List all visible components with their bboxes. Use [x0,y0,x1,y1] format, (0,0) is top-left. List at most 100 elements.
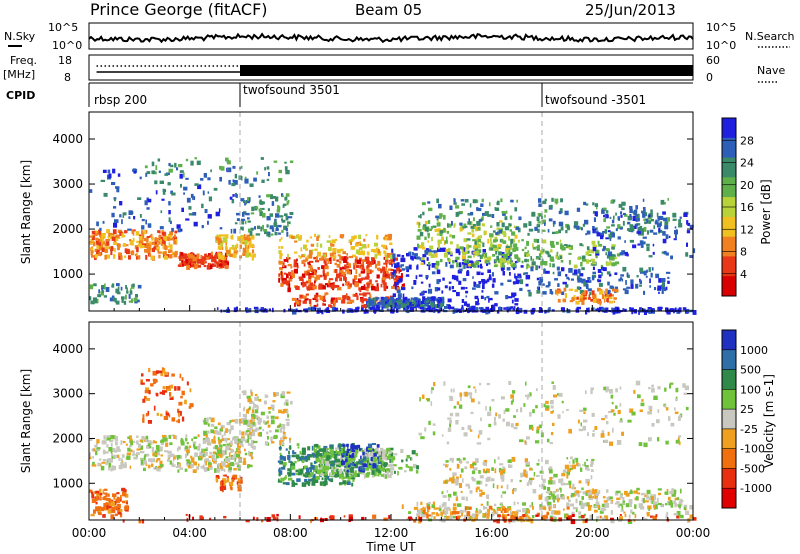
velocity-cell-141 [233,453,237,458]
power-cell-451 [251,243,254,248]
power-cell-499 [183,186,188,191]
power-cell-2058 [531,261,536,266]
power-cell-2180 [555,201,558,205]
power-cell-1831 [513,225,516,229]
power-cell-227 [98,242,102,246]
velocity-cell-136 [234,457,236,462]
power-cell-2054 [532,258,535,262]
velocity-cell-91 [200,465,204,469]
power-cell-1093 [356,241,360,245]
power-cell-1644 [482,284,485,290]
power-cell-9 [158,235,161,240]
power-cell-654 [274,220,277,224]
power-cell-95 [136,252,138,257]
velocity-cell-1646 [548,467,552,470]
velocity-cell-768 [161,367,164,370]
velocity-cell-694 [215,475,219,479]
velocity-cell-804 [280,477,285,482]
velocity-cell-1207 [340,474,345,478]
power-cell-788 [345,282,349,286]
velocity-cell-148 [194,452,198,457]
power-cell-486 [127,228,132,231]
velocity-cell-1443 [455,412,460,417]
velocity-cell-383 [229,462,234,467]
velocity-cell-1565 [447,493,452,498]
velocity-cell-353 [217,422,221,426]
power-cell-1976 [474,240,477,245]
velocity-cell-394 [214,429,218,435]
power-cell-568 [168,217,171,223]
power-cell-553 [218,208,221,213]
velocity-cell-1530 [493,417,496,422]
power-cell-2514 [613,297,617,300]
power-cell-1932 [509,260,512,264]
power-cell-1507 [452,290,457,293]
power-cell-361 [214,254,218,258]
power-cell-2656 [114,298,117,303]
velocity-cell-1170 [377,474,380,477]
power-cell-836 [352,262,357,266]
velocity-cell-80 [165,442,169,447]
velocity-cell-1532 [594,426,598,430]
velocity-cell-1628 [541,483,545,487]
power-cell-243 [196,253,200,258]
power-cell-2886 [303,308,307,311]
power-cell-205 [141,244,145,249]
power-cell-1992 [526,265,528,270]
power-cell-190 [90,238,94,242]
velocity-cell-1644 [566,473,569,479]
power-cell-2282 [509,215,513,220]
power-cell-1078 [342,251,346,255]
velocity-cell-1569 [590,464,593,467]
power-cell-2115 [481,198,484,203]
power-cell-1138 [306,255,309,259]
velocity-cell-1216 [350,466,355,469]
power-cell-1737 [396,298,400,301]
power-cell-1119 [389,254,393,260]
power-cell-870 [337,286,342,291]
power-cell-2214 [537,228,540,233]
velocity-cell-1704 [558,478,563,484]
power-cell-2658 [111,284,114,288]
power-cell-1652 [474,284,480,288]
velocity-cell-395 [220,426,223,430]
y-label-1000: 1000 [52,267,83,281]
velocity-cell-1409 [487,411,492,417]
power-cell-907 [383,283,386,289]
power-cell-132 [145,237,149,243]
power-cell-883 [334,269,338,274]
power-cell-1605 [488,297,493,301]
velocity-cell-1848 [678,501,683,505]
velocity-cell-717 [171,417,176,422]
velocity-cell-698 [222,474,225,477]
power-cell-994 [356,259,362,264]
power-cell-1956 [499,239,502,243]
power-cell-920 [371,285,376,291]
power-cell-1249 [302,300,307,304]
power-cell-586 [178,164,183,168]
velocity-cell-311 [144,439,148,443]
velocity-cell-1528 [590,387,594,391]
power-cell-2396 [587,280,592,283]
velocity-cell-1517 [447,427,452,432]
velocity-cell-170 [185,434,188,437]
velocity-cell-228 [180,439,184,443]
velocity-cell-178 [209,451,213,455]
velocity-cell-1821 [679,500,684,503]
power-cell-2449 [661,289,664,294]
power-cell-1146 [305,248,308,251]
power-cell-2341 [581,278,586,284]
velocity-cell-550 [254,397,259,401]
power-cell-1835 [446,230,449,234]
power-cell-2699 [361,307,364,311]
power-cell-1221 [378,300,382,303]
velocity-cell-309 [163,437,168,442]
power-cell-1301 [369,299,372,303]
velocity-cell-1322 [529,411,532,417]
power-cell-1654 [404,296,408,301]
velocity-cell-1341 [585,390,587,395]
power-cell-1566 [401,268,406,271]
power-cell-416 [247,248,250,254]
power-cell-2121 [559,208,563,214]
velocity-cell-556 [257,417,262,423]
